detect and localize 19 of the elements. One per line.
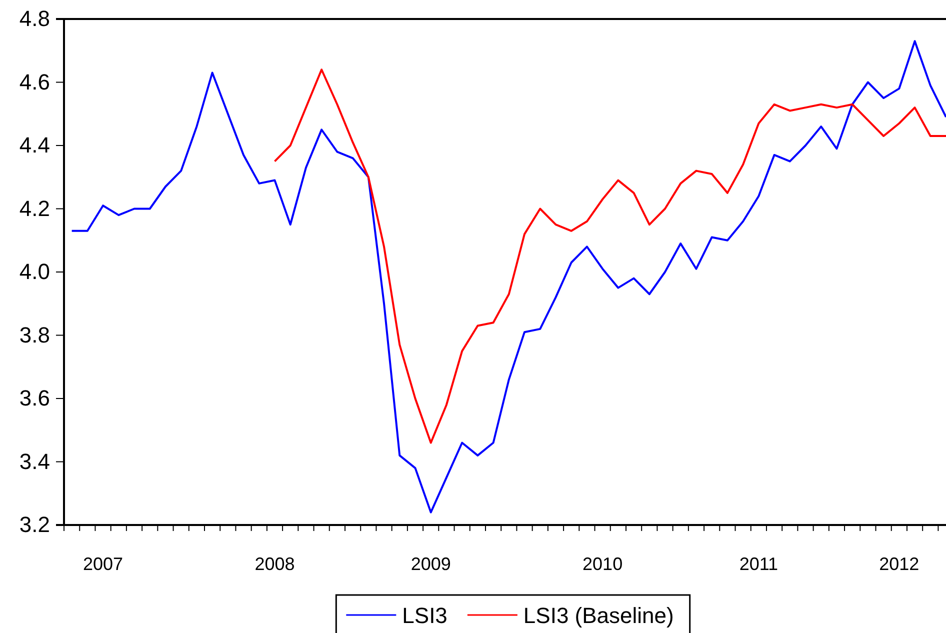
y-tick-label: 3.8 [19,322,50,348]
y-tick-label: 3.4 [19,448,50,474]
x-tick-label: 2011 [739,554,778,574]
x-tick-label: 2007 [83,554,124,574]
y-tick-label: 4.2 [19,196,50,221]
y-tick-label: 4.4 [19,132,50,158]
x-tick-label: 2012 [879,554,920,574]
y-tick-label: 3.2 [19,512,50,538]
line-series [274,68,946,444]
y-tick-label: 4.6 [19,69,50,94]
y-tick-label: 4.8 [19,6,50,32]
y-tick-label: 3.6 [19,386,50,411]
x-tick-label: 2009 [410,554,451,574]
legend-label: LSI3 [402,603,448,628]
x-tick-label: 2010 [582,554,623,574]
x-tick-label: 2008 [254,554,295,574]
line-series [70,40,946,514]
y-tick-label: 4.0 [19,259,50,284]
legend-label: LSI3 (Baseline) [523,603,674,628]
